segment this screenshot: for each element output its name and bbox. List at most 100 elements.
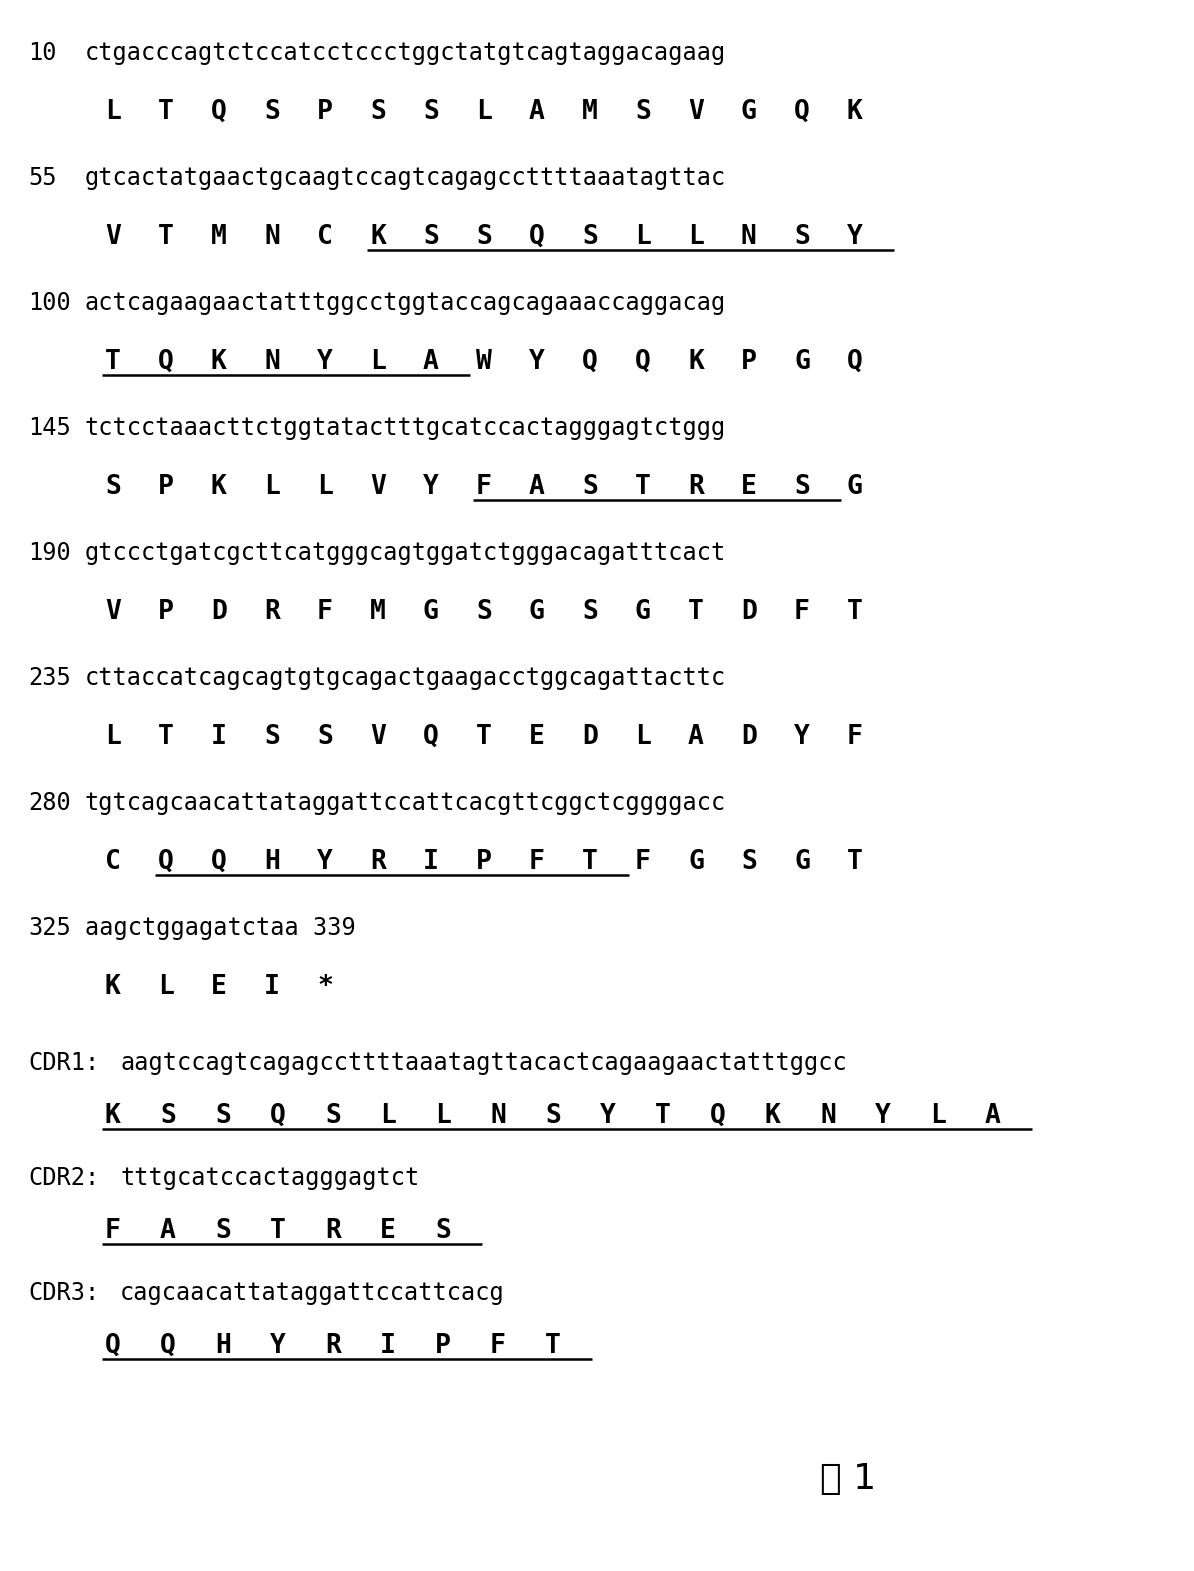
- Text: CDR3:: CDR3:: [27, 1280, 99, 1306]
- Text: Y: Y: [316, 349, 333, 375]
- Text: Q: Q: [423, 724, 439, 749]
- Text: T: T: [656, 1103, 671, 1130]
- Text: aagctggagatctaa 339: aagctggagatctaa 339: [85, 916, 356, 939]
- Text: tttgcatccactagggagtct: tttgcatccactagggagtct: [121, 1166, 419, 1189]
- Text: S: S: [476, 599, 492, 625]
- Text: R: R: [325, 1334, 340, 1359]
- Text: K: K: [105, 1103, 121, 1130]
- Text: P: P: [476, 848, 492, 875]
- Text: cttaccatcagcagtgtgcagactgaagacctggcagattacttc: cttaccatcagcagtgtgcagactgaagacctggcagatt…: [85, 666, 726, 690]
- Text: T: T: [158, 724, 174, 749]
- Text: P: P: [158, 599, 174, 625]
- Text: 55: 55: [27, 167, 56, 190]
- Text: C: C: [316, 225, 333, 250]
- Text: K: K: [688, 349, 704, 375]
- Text: K: K: [370, 225, 386, 250]
- Text: Q: Q: [211, 848, 227, 875]
- Text: D: D: [741, 599, 757, 625]
- Text: R: R: [688, 474, 704, 500]
- Text: S: S: [476, 225, 492, 250]
- Text: P: P: [158, 474, 174, 500]
- Text: Q: Q: [710, 1103, 726, 1130]
- Text: F: F: [105, 1218, 121, 1244]
- Text: G: G: [688, 848, 704, 875]
- Text: M: M: [370, 599, 386, 625]
- Text: gtcactatgaactgcaagtccagtcagagccttttaaatagttac: gtcactatgaactgcaagtccagtcagagccttttaaata…: [85, 167, 726, 190]
- Text: V: V: [370, 724, 386, 749]
- Text: Y: Y: [794, 724, 810, 749]
- Text: T: T: [476, 724, 492, 749]
- Text: A: A: [160, 1218, 176, 1244]
- Text: L: L: [476, 99, 492, 126]
- Text: Q: Q: [635, 349, 651, 375]
- Text: Y: Y: [423, 474, 439, 500]
- Text: Q: Q: [529, 225, 544, 250]
- Text: I: I: [264, 974, 279, 1001]
- Text: CDR2:: CDR2:: [27, 1166, 99, 1189]
- Text: F: F: [529, 848, 544, 875]
- Text: S: S: [264, 99, 279, 126]
- Text: L: L: [264, 474, 279, 500]
- Text: L: L: [380, 1103, 396, 1130]
- Text: Y: Y: [270, 1334, 285, 1359]
- Text: L: L: [105, 724, 121, 749]
- Text: F: F: [635, 848, 651, 875]
- Text: L: L: [635, 724, 651, 749]
- Text: M: M: [211, 225, 227, 250]
- Text: L: L: [688, 225, 704, 250]
- Text: T: T: [635, 474, 651, 500]
- Text: Q: Q: [270, 1103, 285, 1130]
- Text: E: E: [741, 474, 757, 500]
- Text: F: F: [490, 1334, 506, 1359]
- Text: S: S: [741, 848, 757, 875]
- Text: P: P: [435, 1334, 451, 1359]
- Text: S: S: [370, 99, 386, 126]
- Text: V: V: [688, 99, 704, 126]
- Text: F: F: [476, 474, 492, 500]
- Text: 235: 235: [27, 666, 70, 690]
- Text: R: R: [264, 599, 279, 625]
- Text: T: T: [158, 225, 174, 250]
- Text: V: V: [370, 474, 386, 500]
- Text: S: S: [544, 1103, 561, 1130]
- Text: aagtccagtcagagccttttaaatagttacactcagaagaactatttggcc: aagtccagtcagagccttttaaatagttacactcagaaga…: [121, 1051, 847, 1075]
- Text: Q: Q: [581, 349, 598, 375]
- Text: P: P: [316, 99, 333, 126]
- Text: tctcctaaacttctggtatactttgcatccactagggagtctggg: tctcctaaacttctggtatactttgcatccactagggagt…: [85, 416, 726, 440]
- Text: cagcaacattataggattccattcacg: cagcaacattataggattccattcacg: [121, 1280, 505, 1306]
- Text: S: S: [160, 1103, 176, 1130]
- Text: S: S: [794, 225, 810, 250]
- Text: L: L: [635, 225, 651, 250]
- Text: L: L: [930, 1103, 946, 1130]
- Text: Q: Q: [794, 99, 810, 126]
- Text: G: G: [635, 599, 651, 625]
- Text: S: S: [423, 99, 439, 126]
- Text: K: K: [105, 974, 121, 1001]
- Text: actcagaagaactatttggcctggtaccagcagaaaccaggacag: actcagaagaactatttggcctggtaccagcagaaaccag…: [85, 291, 726, 316]
- Text: D: D: [581, 724, 598, 749]
- Text: 100: 100: [27, 291, 70, 316]
- Text: P: P: [741, 349, 757, 375]
- Text: S: S: [215, 1218, 230, 1244]
- Text: A: A: [529, 99, 544, 126]
- Text: F: F: [794, 599, 810, 625]
- Text: S: S: [264, 724, 279, 749]
- Text: G: G: [794, 349, 810, 375]
- Text: R: R: [370, 848, 386, 875]
- Text: A: A: [985, 1103, 1001, 1130]
- Text: Q: Q: [847, 349, 863, 375]
- Text: N: N: [490, 1103, 506, 1130]
- Text: *: *: [316, 974, 333, 1001]
- Text: ctgacccagtctccatcctccctggctatgtcagtaggacagaag: ctgacccagtctccatcctccctggctatgtcagtaggac…: [85, 41, 726, 64]
- Text: Q: Q: [211, 99, 227, 126]
- Text: L: L: [370, 349, 386, 375]
- Text: K: K: [211, 349, 227, 375]
- Text: S: S: [423, 225, 439, 250]
- Text: N: N: [264, 349, 279, 375]
- Text: S: S: [325, 1103, 340, 1130]
- Text: A: A: [423, 349, 439, 375]
- Text: V: V: [105, 599, 121, 625]
- Text: S: S: [435, 1218, 451, 1244]
- Text: T: T: [581, 848, 598, 875]
- Text: gtccctgatcgcttcatgggcagtggatctgggacagatttcact: gtccctgatcgcttcatgggcagtggatctgggacagatt…: [85, 540, 726, 566]
